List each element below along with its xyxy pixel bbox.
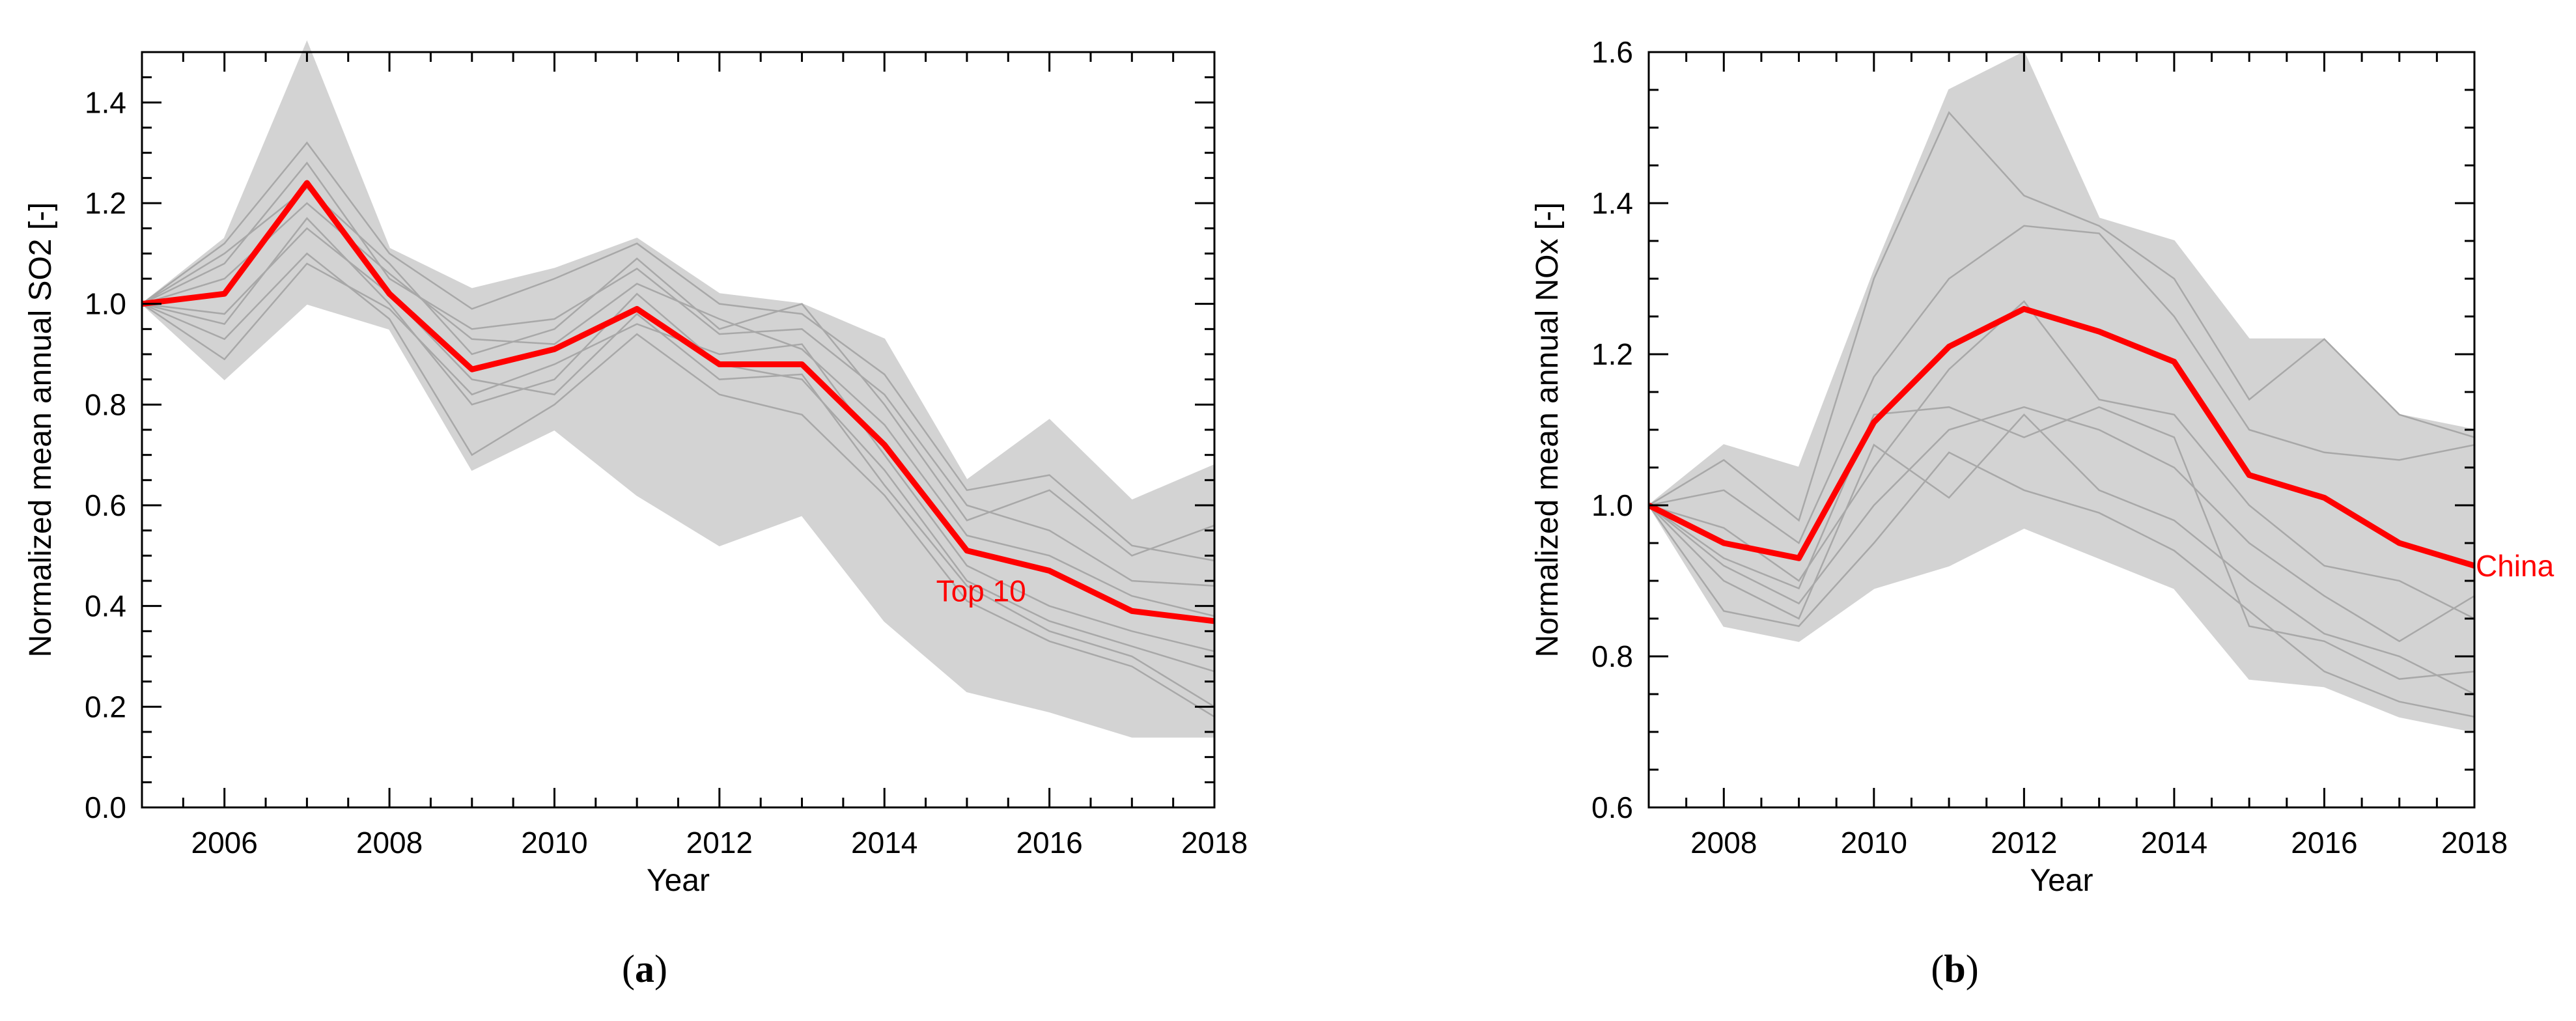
x-tick-label: 2018: [1181, 826, 1248, 860]
series-line-5: [142, 202, 1214, 617]
series-line-3: [142, 217, 1214, 673]
x-tick-label: 2010: [1841, 826, 1907, 860]
series-annotation-label: Top 10: [936, 574, 1026, 608]
y-axis-label: Normalized mean annual SO2 [-]: [23, 203, 58, 658]
series-line-3: [1649, 300, 2474, 620]
x-axis-label: Year: [2030, 863, 2093, 898]
y-tick-label: 0.6: [85, 488, 126, 522]
plot-area: [142, 40, 1214, 738]
range-envelope: [142, 40, 1214, 738]
x-tick-label: 2016: [1016, 826, 1082, 860]
x-tick-label: 2016: [2291, 826, 2357, 860]
y-tick-label: 0.2: [85, 690, 126, 723]
plot-area: [1649, 51, 2474, 733]
y-tick-label: 1.4: [85, 85, 126, 119]
series-line-6: [1649, 451, 2474, 718]
x-tick-label: 2006: [191, 826, 258, 860]
x-tick-label: 2010: [521, 826, 587, 860]
y-axis-label: Normalized mean annual NOx [-]: [1530, 203, 1565, 658]
series-line-1: [1649, 111, 2474, 522]
x-tick-label: 2014: [851, 826, 917, 860]
series-annotation-label: China: [2476, 549, 2555, 583]
x-tick-label: 2014: [2141, 826, 2207, 860]
y-tick-label: 1.2: [1591, 337, 1633, 371]
x-tick-label: 2008: [1690, 826, 1757, 860]
series-line-1: [142, 141, 1214, 562]
series-line-4: [1649, 406, 2474, 643]
y-tick-label: 0.8: [1591, 639, 1633, 673]
highlight-series-line: [1649, 305, 2474, 569]
y-tick-label: 0.8: [85, 387, 126, 421]
y-tick-label: 0.4: [85, 589, 126, 623]
x-tick-label: 2012: [686, 826, 753, 860]
x-axis-label: Year: [647, 863, 710, 898]
y-tick-label: 1.2: [85, 186, 126, 220]
range-envelope: [1649, 51, 2474, 733]
series-line-4: [142, 252, 1214, 718]
series-line-5: [1649, 413, 2474, 695]
highlight-series-line: [142, 180, 1214, 624]
panel-b-caption: (b): [1931, 947, 1978, 990]
y-tick-label: 1.0: [85, 287, 126, 321]
y-tick-label: 0.6: [1591, 790, 1633, 824]
panel-a-caption: (a): [622, 947, 667, 990]
chart-panel-a: (a) 2006 2008 2010 2012 2014 2016 2018 0.0 0.2 0.…: [23, 40, 1248, 990]
series-line-2: [1649, 225, 2474, 544]
y-tick-label: 0.0: [85, 790, 126, 824]
series-line-7: [1649, 406, 2474, 680]
y-tick-label: 1.6: [1591, 35, 1633, 69]
x-tick-label: 2008: [356, 826, 423, 860]
y-tick-label: 1.0: [1591, 488, 1633, 522]
x-tick-label: 2012: [1991, 826, 2057, 860]
x-tick-label: 2018: [2441, 826, 2508, 860]
y-tick-label: 1.4: [1591, 186, 1633, 220]
chart-panel-b: (b) 2008 2010 2012 2014 2016 2018 0.6 0.8 1.0 1.2…: [1530, 35, 2555, 990]
series-line-8: [142, 227, 1214, 708]
